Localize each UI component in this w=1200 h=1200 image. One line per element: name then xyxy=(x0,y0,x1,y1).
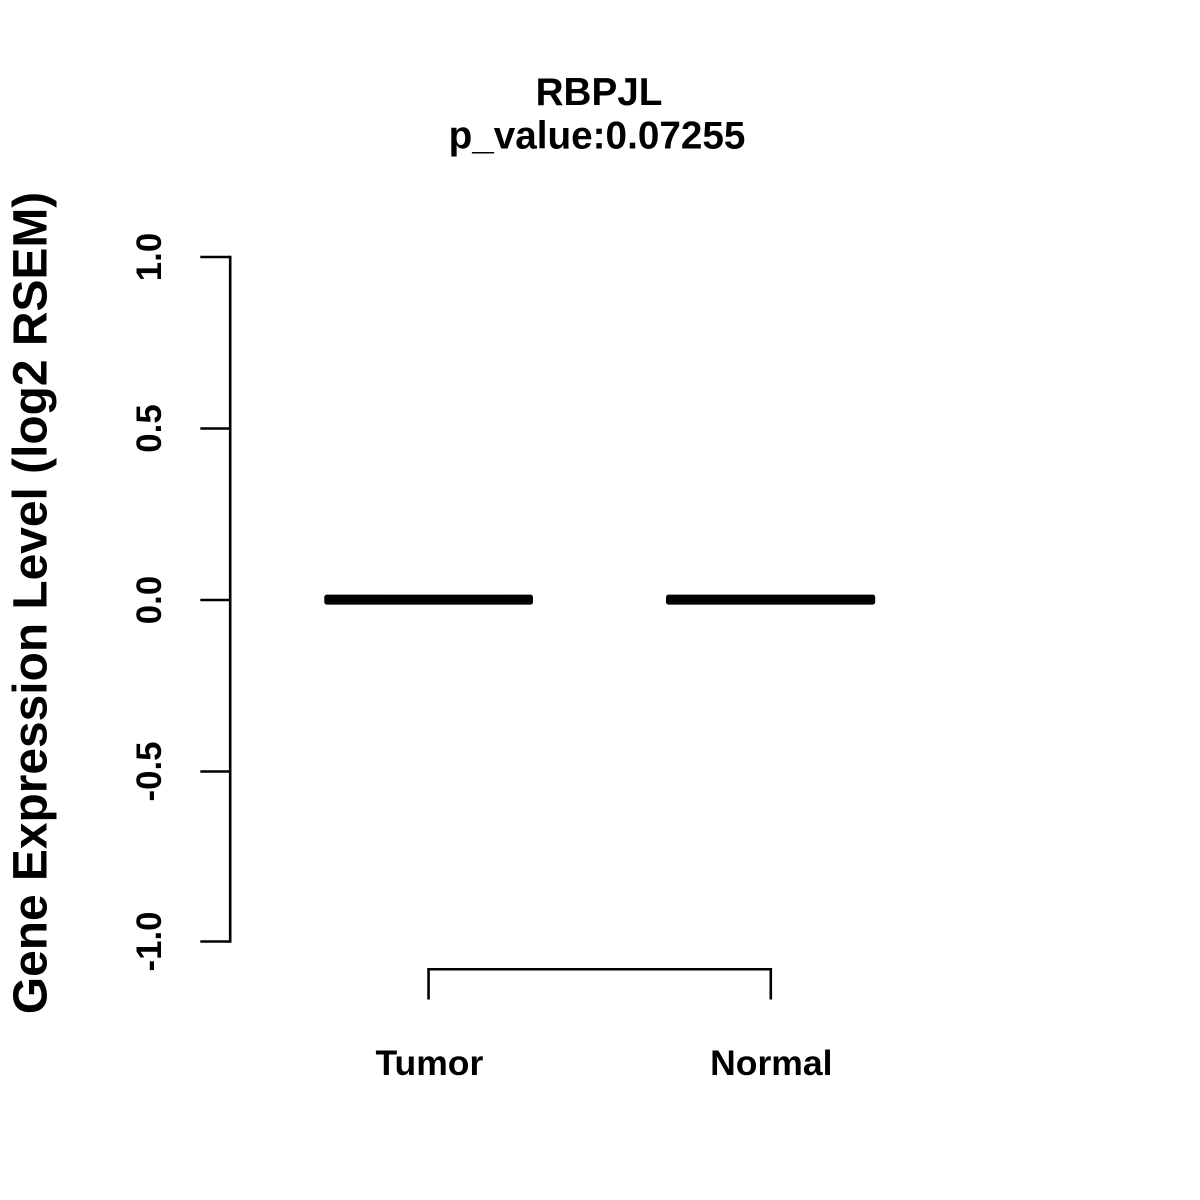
svg-text:0.5: 0.5 xyxy=(130,404,169,452)
svg-text:-1.0: -1.0 xyxy=(130,912,169,972)
svg-text:RBPJL: RBPJL xyxy=(536,71,663,114)
svg-text:p_value:0.07255: p_value:0.07255 xyxy=(449,115,746,158)
svg-text:Gene Expression Level (log2 RS: Gene Expression Level (log2 RSEM) xyxy=(5,192,58,1014)
svg-text:Tumor: Tumor xyxy=(375,1043,483,1083)
svg-text:1.0: 1.0 xyxy=(130,233,169,281)
svg-text:0.0: 0.0 xyxy=(130,576,169,624)
svg-text:Normal: Normal xyxy=(710,1043,832,1083)
svg-text:-0.5: -0.5 xyxy=(130,742,169,802)
